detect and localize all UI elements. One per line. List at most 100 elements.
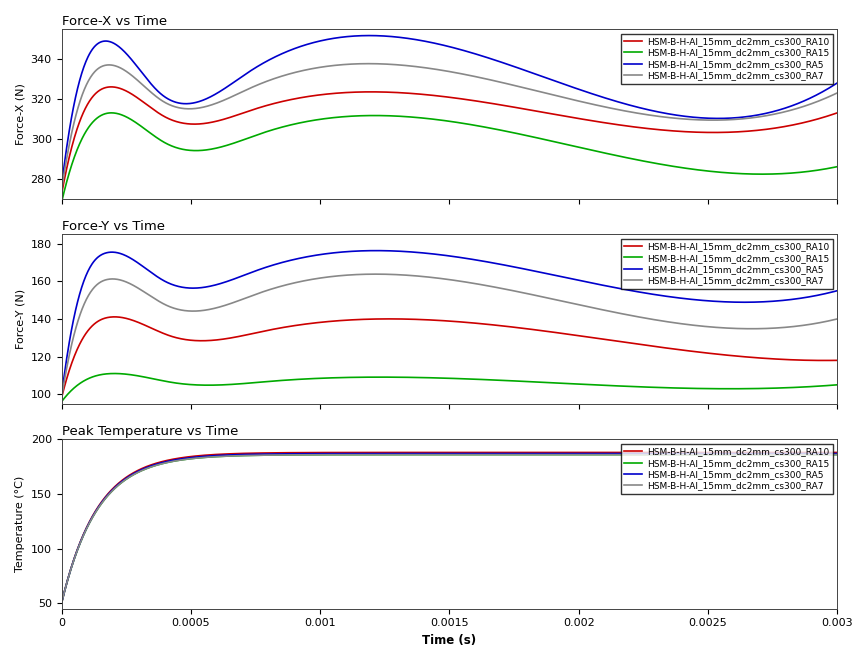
HSM-B-H-Al_15mm_dc2mm_cs300_RA7 (416, 451, 426, 459)
HSM-B-H-Al_15mm_dc2mm_cs300_RA5 (402, 34, 412, 42)
HSM-B-H-Al_15mm_dc2mm_cs300_RA15 (106, 109, 116, 117)
HSM-B-H-Al_15mm_dc2mm_cs300_RA10 (56, 599, 67, 607)
HSM-B-H-Al_15mm_dc2mm_cs300_RA5 (416, 249, 426, 257)
HSM-B-H-Al_15mm_dc2mm_cs300_RA5 (498, 261, 509, 269)
Text: Peak Temperature vs Time: Peak Temperature vs Time (62, 425, 238, 438)
Y-axis label: Force-Y (N): Force-Y (N) (15, 289, 25, 349)
HSM-B-H-Al_15mm_dc2mm_cs300_RA15 (498, 377, 509, 385)
HSM-B-H-Al_15mm_dc2mm_cs300_RA10 (148, 460, 158, 468)
Y-axis label: Temperature (°C): Temperature (°C) (15, 476, 25, 572)
HSM-B-H-Al_15mm_dc2mm_cs300_RA10 (117, 85, 128, 93)
HSM-B-H-Al_15mm_dc2mm_cs300_RA7 (416, 272, 426, 280)
HSM-B-H-Al_15mm_dc2mm_cs300_RA10 (416, 448, 426, 456)
HSM-B-H-Al_15mm_dc2mm_cs300_RA15 (56, 199, 67, 207)
HSM-B-H-Al_15mm_dc2mm_cs300_RA5 (56, 599, 67, 607)
Line: HSM-B-H-Al_15mm_dc2mm_cs300_RA10: HSM-B-H-Al_15mm_dc2mm_cs300_RA10 (62, 452, 838, 603)
HSM-B-H-Al_15mm_dc2mm_cs300_RA15 (402, 373, 412, 381)
HSM-B-H-Al_15mm_dc2mm_cs300_RA7 (148, 90, 158, 98)
HSM-B-H-Al_15mm_dc2mm_cs300_RA10 (385, 448, 396, 456)
HSM-B-H-Al_15mm_dc2mm_cs300_RA7 (832, 451, 843, 459)
HSM-B-H-Al_15mm_dc2mm_cs300_RA15 (56, 398, 67, 406)
HSM-B-H-Al_15mm_dc2mm_cs300_RA5 (402, 449, 412, 457)
HSM-B-H-Al_15mm_dc2mm_cs300_RA7 (498, 79, 509, 87)
HSM-B-H-Al_15mm_dc2mm_cs300_RA10 (498, 101, 509, 109)
HSM-B-H-Al_15mm_dc2mm_cs300_RA7 (116, 64, 127, 72)
HSM-B-H-Al_15mm_dc2mm_cs300_RA10 (386, 315, 397, 323)
HSM-B-H-Al_15mm_dc2mm_cs300_RA15 (385, 451, 396, 459)
HSM-B-H-Al_15mm_dc2mm_cs300_RA10 (56, 191, 67, 199)
HSM-B-H-Al_15mm_dc2mm_cs300_RA15 (386, 373, 397, 381)
HSM-B-H-Al_15mm_dc2mm_cs300_RA10 (402, 448, 412, 456)
Line: HSM-B-H-Al_15mm_dc2mm_cs300_RA15: HSM-B-H-Al_15mm_dc2mm_cs300_RA15 (62, 373, 838, 402)
Line: HSM-B-H-Al_15mm_dc2mm_cs300_RA5: HSM-B-H-Al_15mm_dc2mm_cs300_RA5 (62, 251, 838, 396)
HSM-B-H-Al_15mm_dc2mm_cs300_RA7 (371, 270, 381, 278)
Legend: HSM-B-H-Al_15mm_dc2mm_cs300_RA10, HSM-B-H-Al_15mm_dc2mm_cs300_RA15, HSM-B-H-Al_1: HSM-B-H-Al_15mm_dc2mm_cs300_RA10, HSM-B-… (621, 239, 832, 289)
HSM-B-H-Al_15mm_dc2mm_cs300_RA15 (148, 375, 159, 383)
HSM-B-H-Al_15mm_dc2mm_cs300_RA15 (402, 451, 412, 459)
Line: HSM-B-H-Al_15mm_dc2mm_cs300_RA15: HSM-B-H-Al_15mm_dc2mm_cs300_RA15 (62, 455, 838, 603)
HSM-B-H-Al_15mm_dc2mm_cs300_RA10 (402, 89, 412, 97)
HSM-B-H-Al_15mm_dc2mm_cs300_RA15 (832, 451, 843, 459)
HSM-B-H-Al_15mm_dc2mm_cs300_RA15 (56, 599, 67, 607)
HSM-B-H-Al_15mm_dc2mm_cs300_RA7 (56, 599, 67, 607)
HSM-B-H-Al_15mm_dc2mm_cs300_RA7 (386, 60, 397, 68)
HSM-B-H-Al_15mm_dc2mm_cs300_RA5 (402, 248, 412, 256)
Line: HSM-B-H-Al_15mm_dc2mm_cs300_RA10: HSM-B-H-Al_15mm_dc2mm_cs300_RA10 (62, 87, 838, 195)
HSM-B-H-Al_15mm_dc2mm_cs300_RA5 (832, 287, 843, 295)
HSM-B-H-Al_15mm_dc2mm_cs300_RA5 (385, 449, 396, 457)
Line: HSM-B-H-Al_15mm_dc2mm_cs300_RA5: HSM-B-H-Al_15mm_dc2mm_cs300_RA5 (62, 453, 838, 603)
HSM-B-H-Al_15mm_dc2mm_cs300_RA5 (56, 183, 67, 191)
HSM-B-H-Al_15mm_dc2mm_cs300_RA7 (402, 271, 412, 279)
HSM-B-H-Al_15mm_dc2mm_cs300_RA5 (416, 449, 426, 457)
HSM-B-H-Al_15mm_dc2mm_cs300_RA10 (832, 356, 843, 364)
HSM-B-H-Al_15mm_dc2mm_cs300_RA7 (498, 285, 509, 293)
HSM-B-H-Al_15mm_dc2mm_cs300_RA7 (497, 451, 508, 459)
HSM-B-H-Al_15mm_dc2mm_cs300_RA10 (416, 316, 426, 324)
HSM-B-H-Al_15mm_dc2mm_cs300_RA10 (832, 448, 843, 456)
HSM-B-H-Al_15mm_dc2mm_cs300_RA5 (116, 250, 127, 258)
Y-axis label: Force-X (N): Force-X (N) (15, 83, 25, 145)
HSM-B-H-Al_15mm_dc2mm_cs300_RA5 (386, 247, 397, 255)
HSM-B-H-Al_15mm_dc2mm_cs300_RA7 (416, 64, 426, 71)
HSM-B-H-Al_15mm_dc2mm_cs300_RA7 (402, 451, 412, 459)
HSM-B-H-Al_15mm_dc2mm_cs300_RA15 (832, 163, 843, 171)
Legend: HSM-B-H-Al_15mm_dc2mm_cs300_RA10, HSM-B-H-Al_15mm_dc2mm_cs300_RA15, HSM-B-H-Al_1: HSM-B-H-Al_15mm_dc2mm_cs300_RA10, HSM-B-… (621, 34, 832, 83)
HSM-B-H-Al_15mm_dc2mm_cs300_RA10 (386, 88, 397, 96)
Text: Force-X vs Time: Force-X vs Time (62, 15, 167, 28)
HSM-B-H-Al_15mm_dc2mm_cs300_RA5 (371, 247, 381, 255)
HSM-B-H-Al_15mm_dc2mm_cs300_RA7 (56, 187, 67, 195)
HSM-B-H-Al_15mm_dc2mm_cs300_RA5 (832, 79, 843, 87)
HSM-B-H-Al_15mm_dc2mm_cs300_RA15 (117, 370, 128, 378)
HSM-B-H-Al_15mm_dc2mm_cs300_RA7 (363, 60, 373, 68)
Line: HSM-B-H-Al_15mm_dc2mm_cs300_RA7: HSM-B-H-Al_15mm_dc2mm_cs300_RA7 (62, 455, 838, 603)
HSM-B-H-Al_15mm_dc2mm_cs300_RA5 (498, 59, 509, 67)
HSM-B-H-Al_15mm_dc2mm_cs300_RA5 (832, 449, 843, 457)
HSM-B-H-Al_15mm_dc2mm_cs300_RA10 (148, 106, 159, 114)
HSM-B-H-Al_15mm_dc2mm_cs300_RA7 (116, 479, 127, 487)
HSM-B-H-Al_15mm_dc2mm_cs300_RA10 (498, 322, 509, 330)
HSM-B-H-Al_15mm_dc2mm_cs300_RA15 (116, 479, 127, 487)
HSM-B-H-Al_15mm_dc2mm_cs300_RA15 (148, 132, 159, 140)
HSM-B-H-Al_15mm_dc2mm_cs300_RA5 (116, 478, 127, 486)
HSM-B-H-Al_15mm_dc2mm_cs300_RA5 (416, 36, 426, 44)
HSM-B-H-Al_15mm_dc2mm_cs300_RA7 (148, 294, 158, 302)
Text: Force-Y vs Time: Force-Y vs Time (62, 220, 165, 233)
Line: HSM-B-H-Al_15mm_dc2mm_cs300_RA7: HSM-B-H-Al_15mm_dc2mm_cs300_RA7 (62, 64, 838, 191)
HSM-B-H-Al_15mm_dc2mm_cs300_RA15 (117, 111, 128, 119)
HSM-B-H-Al_15mm_dc2mm_cs300_RA5 (148, 82, 158, 90)
Line: HSM-B-H-Al_15mm_dc2mm_cs300_RA15: HSM-B-H-Al_15mm_dc2mm_cs300_RA15 (62, 113, 838, 203)
HSM-B-H-Al_15mm_dc2mm_cs300_RA15 (416, 114, 426, 122)
HSM-B-H-Al_15mm_dc2mm_cs300_RA5 (148, 270, 158, 278)
HSM-B-H-Al_15mm_dc2mm_cs300_RA7 (385, 451, 396, 459)
HSM-B-H-Al_15mm_dc2mm_cs300_RA7 (402, 62, 412, 70)
HSM-B-H-Al_15mm_dc2mm_cs300_RA15 (416, 373, 426, 381)
HSM-B-H-Al_15mm_dc2mm_cs300_RA15 (832, 381, 843, 389)
HSM-B-H-Al_15mm_dc2mm_cs300_RA5 (148, 461, 158, 469)
HSM-B-H-Al_15mm_dc2mm_cs300_RA15 (109, 369, 120, 377)
HSM-B-H-Al_15mm_dc2mm_cs300_RA7 (832, 89, 843, 97)
HSM-B-H-Al_15mm_dc2mm_cs300_RA10 (56, 394, 67, 402)
HSM-B-H-Al_15mm_dc2mm_cs300_RA5 (497, 449, 508, 457)
HSM-B-H-Al_15mm_dc2mm_cs300_RA7 (148, 462, 158, 470)
HSM-B-H-Al_15mm_dc2mm_cs300_RA5 (116, 45, 127, 53)
HSM-B-H-Al_15mm_dc2mm_cs300_RA7 (832, 315, 843, 323)
